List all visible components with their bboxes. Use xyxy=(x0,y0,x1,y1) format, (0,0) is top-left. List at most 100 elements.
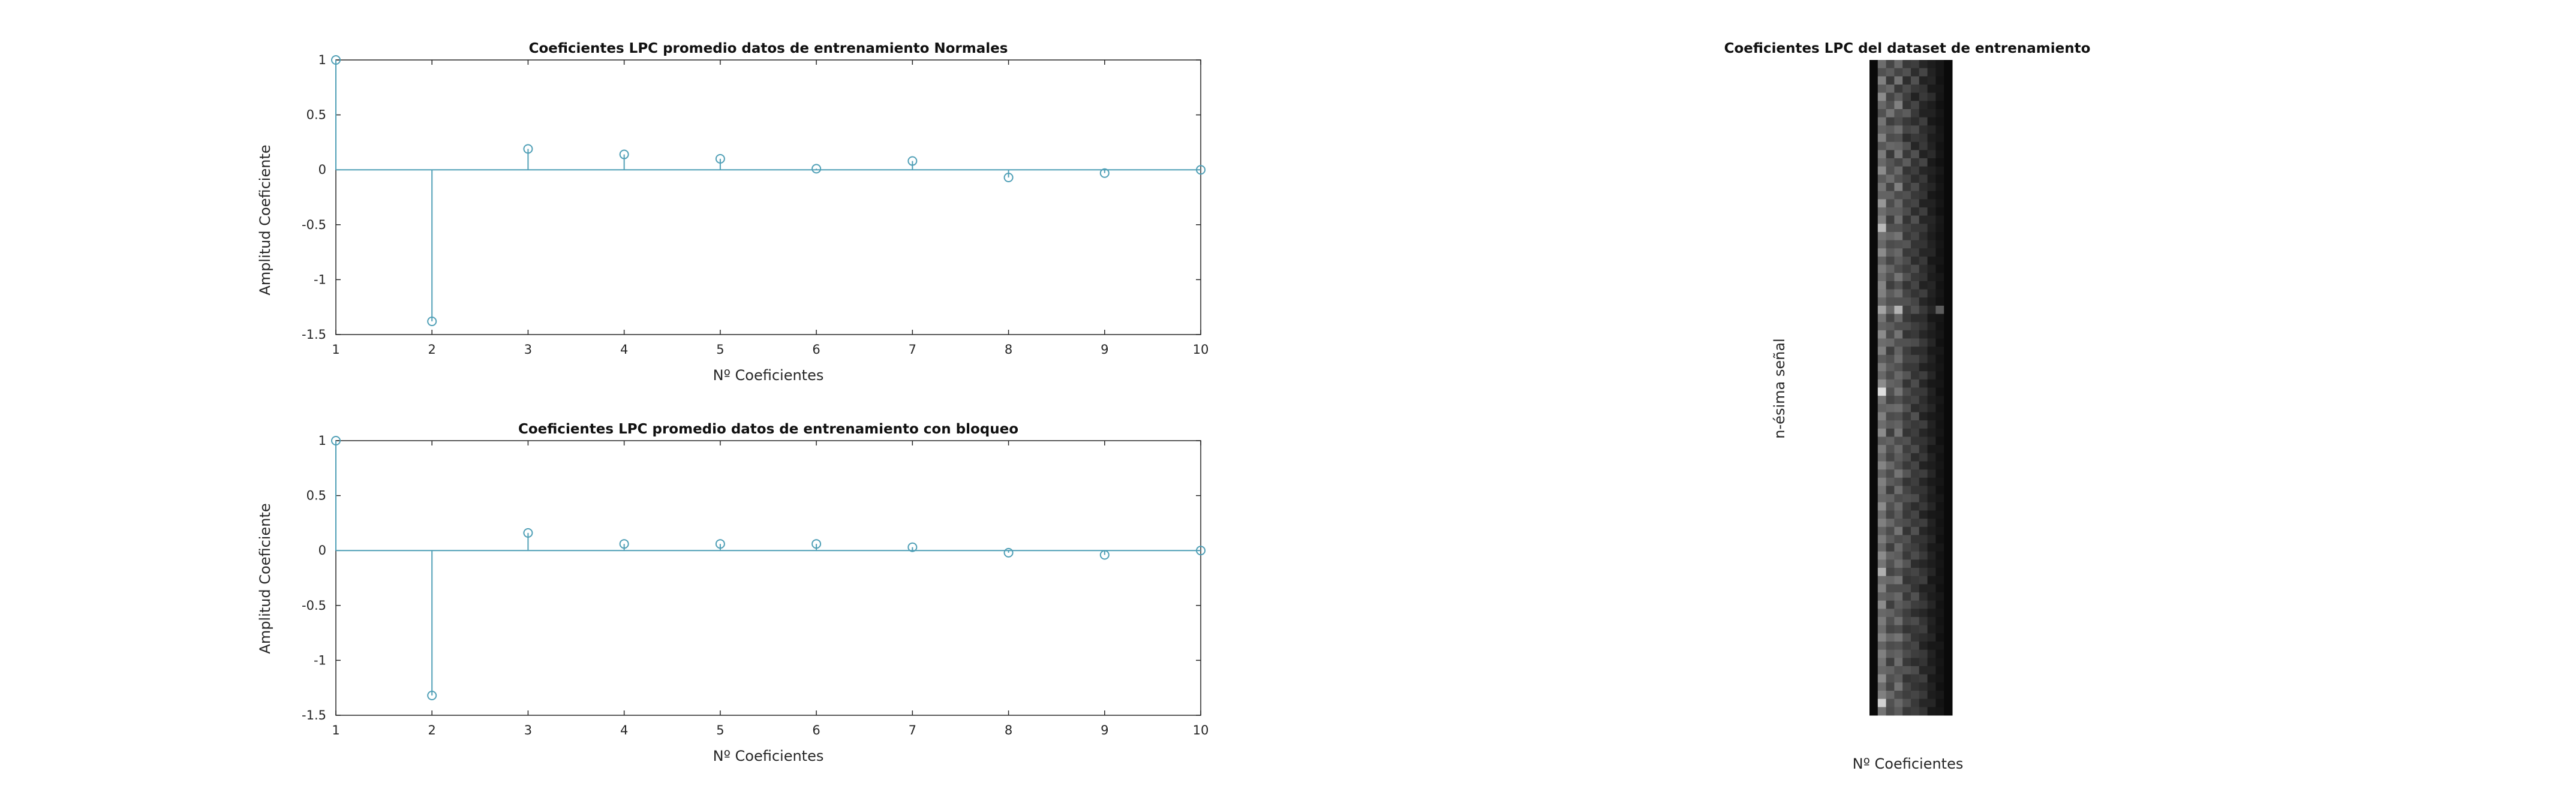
heatmap-cell xyxy=(1944,256,1953,266)
heatmap-cell xyxy=(1886,314,1895,323)
heatmap-cell xyxy=(1886,240,1895,249)
heatmap-cell xyxy=(1877,453,1887,462)
heatmap-cell xyxy=(1911,420,1920,429)
heatmap-cell xyxy=(1894,191,1903,200)
heatmap-cell xyxy=(1911,535,1920,544)
heatmap-cell xyxy=(1886,674,1895,683)
heatmap-cell xyxy=(1927,207,1936,216)
heatmap-cell xyxy=(1894,609,1903,618)
heatmap-cell xyxy=(1927,158,1936,167)
heatmap-cell xyxy=(1944,396,1953,405)
heatmap-cell xyxy=(1902,314,1911,323)
heatmap-cell xyxy=(1877,420,1887,429)
heatmap-cell xyxy=(1877,494,1887,503)
heatmap-cell xyxy=(1919,666,1928,675)
heatmap-cell xyxy=(1894,363,1903,372)
heatmap-cell xyxy=(1886,420,1895,429)
stem-marker xyxy=(811,164,822,174)
heatmap-cell xyxy=(1886,428,1895,437)
heatmap-cell xyxy=(1927,92,1936,101)
heatmap-cell xyxy=(1911,461,1920,470)
heatmap-cell xyxy=(1877,166,1887,175)
heatmap-cell xyxy=(1902,174,1911,183)
heatmap-cell xyxy=(1877,150,1887,159)
stem-plot-bloqueo: Coeficientes LPC promedio datos de entre… xyxy=(257,421,1209,764)
heatmap-cell xyxy=(1911,486,1920,495)
heatmap-cell xyxy=(1894,584,1903,593)
heatmap-cell xyxy=(1927,698,1936,707)
heatmap-cell xyxy=(1877,174,1887,183)
heatmap-cell xyxy=(1886,436,1895,445)
heatmap-cell xyxy=(1894,642,1903,651)
heatmap-cell xyxy=(1944,543,1953,552)
heatmap-cell xyxy=(1911,92,1920,101)
heatmap-cell xyxy=(1902,461,1911,470)
heatmap-cell xyxy=(1869,494,1878,503)
heatmap-cell xyxy=(1911,289,1920,298)
heatmap-cell xyxy=(1927,338,1936,347)
heatmap-cell xyxy=(1935,633,1944,642)
heatmap-cell xyxy=(1919,182,1928,192)
heatmap-cell xyxy=(1886,199,1895,208)
heatmap-cell xyxy=(1919,191,1928,200)
heatmap-cell xyxy=(1869,150,1878,159)
heatmap-cell xyxy=(1935,486,1944,495)
heatmap-cell xyxy=(1877,617,1887,626)
y-tick-label: 1 xyxy=(318,53,326,67)
heatmap-cell xyxy=(1869,387,1878,396)
heatmap-cell xyxy=(1902,363,1911,372)
heatmap-cell xyxy=(1869,642,1878,651)
heatmap-cell xyxy=(1911,256,1920,266)
heatmap-cell xyxy=(1919,354,1928,364)
heatmap-cell xyxy=(1869,625,1878,634)
heatmap-cell xyxy=(1886,338,1895,347)
heatmap-cell xyxy=(1886,330,1895,339)
heatmap-cell xyxy=(1919,535,1928,544)
heatmap-cell xyxy=(1869,584,1878,593)
heatmap-cell xyxy=(1944,281,1953,290)
heatmap-cell xyxy=(1902,256,1911,266)
heatmap-cell xyxy=(1894,494,1903,503)
heatmap-cell xyxy=(1944,666,1953,675)
heatmap-cell xyxy=(1902,207,1911,216)
heatmap-cell xyxy=(1919,347,1928,356)
heatmap-cell xyxy=(1894,535,1903,544)
heatmap-cell xyxy=(1869,273,1878,282)
heatmap-cell xyxy=(1919,403,1928,412)
heatmap-cell xyxy=(1902,109,1911,118)
heatmap-cell xyxy=(1902,633,1911,642)
heatmap-cell xyxy=(1911,240,1920,249)
heatmap-cell xyxy=(1927,264,1936,273)
heatmap-cell xyxy=(1919,519,1928,528)
heatmap-cell xyxy=(1935,649,1944,658)
heatmap-cell xyxy=(1944,625,1953,634)
heatmap-cell xyxy=(1877,526,1887,535)
stem-marker xyxy=(907,156,918,166)
heatmap-cell xyxy=(1944,289,1953,298)
heatmap-cell xyxy=(1944,231,1953,241)
heatmap-cell xyxy=(1869,207,1878,216)
heatmap-cell xyxy=(1944,109,1953,118)
heatmap-cell xyxy=(1944,330,1953,339)
heatmap-cell xyxy=(1935,642,1944,651)
heatmap-cell xyxy=(1894,281,1903,290)
heatmap-cell xyxy=(1927,642,1936,651)
heatmap-cell xyxy=(1927,314,1936,323)
x-tick-label: 1 xyxy=(332,342,339,357)
heatmap-cell xyxy=(1935,477,1944,486)
heatmap-cell xyxy=(1935,199,1944,208)
heatmap-cell xyxy=(1877,486,1887,495)
heatmap-cell xyxy=(1886,551,1895,560)
heatmap-cell xyxy=(1944,551,1953,560)
y-tick-label: -1 xyxy=(314,272,326,287)
heatmap-cell xyxy=(1869,502,1878,511)
heatmap-cell xyxy=(1911,609,1920,618)
heatmap-cell xyxy=(1944,273,1953,282)
heatmap-cell xyxy=(1935,551,1944,560)
heatmap-cell xyxy=(1886,486,1895,495)
heatmap-cell xyxy=(1935,625,1944,634)
heatmap-cell xyxy=(1919,281,1928,290)
heatmap-cell xyxy=(1894,461,1903,470)
heatmap-cell xyxy=(1869,617,1878,626)
